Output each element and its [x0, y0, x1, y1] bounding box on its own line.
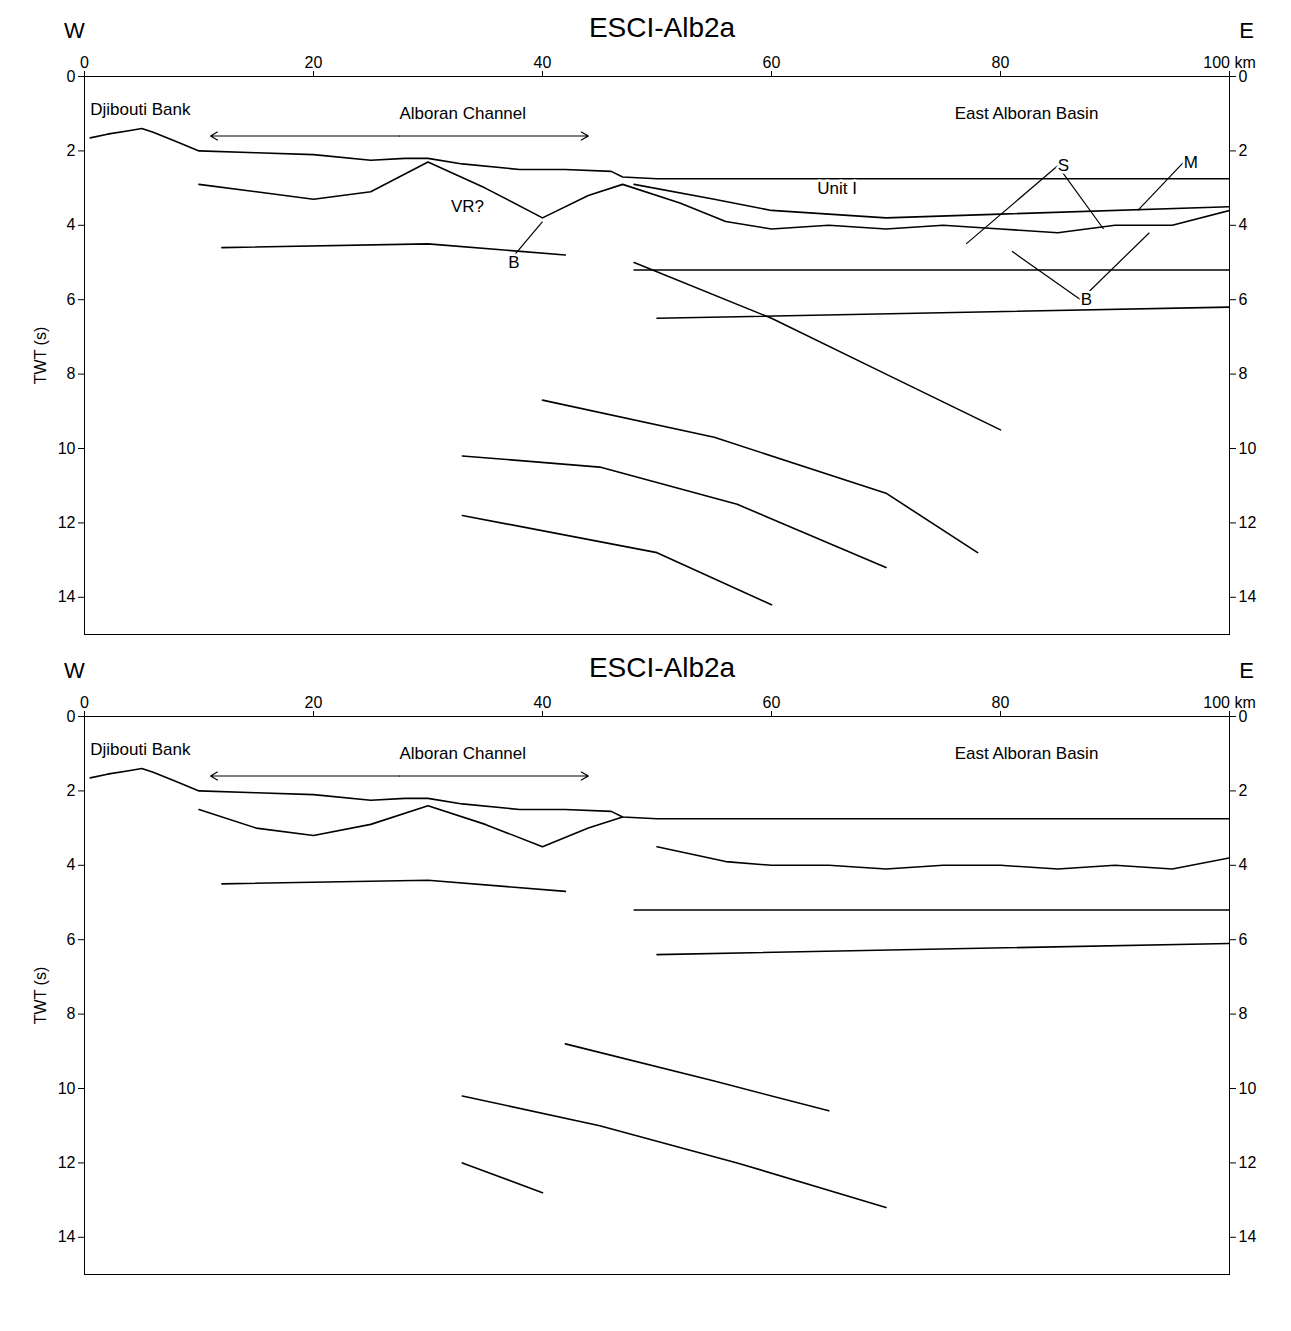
svg-text:0: 0	[1239, 708, 1248, 725]
svg-text:80: 80	[992, 54, 1010, 71]
svg-text:2: 2	[67, 782, 76, 799]
html-text:ESCI-Alb2a: ESCI-Alb2a	[588, 12, 736, 43]
svg-text:12: 12	[58, 1154, 76, 1171]
svg-text:10: 10	[58, 1080, 76, 1097]
svg-text:100 km: 100 km	[1203, 694, 1255, 711]
svg-text:Alboran Channel: Alboran Channel	[399, 744, 526, 763]
svg-text:2: 2	[1239, 142, 1248, 159]
svg-text:B: B	[1081, 290, 1092, 309]
svg-text:10: 10	[1239, 440, 1257, 457]
html-text:E: E	[1239, 658, 1254, 683]
svg-text:VR?: VR?	[451, 197, 484, 216]
svg-text:0: 0	[67, 708, 76, 725]
html-text:ESCI-Alb2a: ESCI-Alb2a	[588, 652, 736, 683]
svg-text:TWT (s): TWT (s)	[32, 967, 49, 1024]
html-text:E: E	[1239, 18, 1254, 43]
svg-text:Djibouti Bank: Djibouti Bank	[90, 100, 191, 119]
svg-text:40: 40	[534, 694, 552, 711]
svg-text:6: 6	[67, 291, 76, 308]
svg-text:0: 0	[80, 54, 89, 71]
svg-text:10: 10	[58, 440, 76, 457]
svg-text:20: 20	[305, 694, 323, 711]
svg-text:6: 6	[1239, 931, 1248, 948]
svg-text:8: 8	[67, 1005, 76, 1022]
svg-text:6: 6	[67, 931, 76, 948]
svg-text:0: 0	[80, 694, 89, 711]
svg-text:East Alboran Basin: East Alboran Basin	[955, 104, 1099, 123]
svg-text:12: 12	[1239, 1154, 1257, 1171]
svg-text:B: B	[508, 253, 519, 272]
svg-text:14: 14	[1239, 1228, 1257, 1245]
svg-text:TWT (s): TWT (s)	[32, 327, 49, 384]
svg-text:80: 80	[992, 694, 1010, 711]
svg-text:Unit I: Unit I	[817, 179, 857, 198]
svg-text:40: 40	[534, 54, 552, 71]
svg-text:14: 14	[58, 1228, 76, 1245]
svg-text:0: 0	[1239, 68, 1248, 85]
html-text:W: W	[64, 658, 85, 683]
svg-text:14: 14	[1239, 588, 1257, 605]
svg-text:M: M	[1184, 153, 1198, 172]
svg-text:20: 20	[305, 54, 323, 71]
html-text:W: W	[64, 18, 85, 43]
svg-text:S: S	[1058, 156, 1069, 175]
svg-text:8: 8	[67, 365, 76, 382]
svg-text:12: 12	[1239, 514, 1257, 531]
svg-text:8: 8	[1239, 1005, 1248, 1022]
svg-text:60: 60	[763, 694, 781, 711]
svg-text:60: 60	[763, 54, 781, 71]
svg-text:6: 6	[1239, 291, 1248, 308]
svg-text:0: 0	[67, 68, 76, 85]
svg-text:East Alboran Basin: East Alboran Basin	[955, 744, 1099, 763]
svg-text:14: 14	[58, 588, 76, 605]
svg-text:4: 4	[67, 856, 76, 873]
svg-text:2: 2	[1239, 782, 1248, 799]
svg-text:100 km: 100 km	[1203, 54, 1255, 71]
svg-text:4: 4	[67, 216, 76, 233]
svg-text:Djibouti Bank: Djibouti Bank	[90, 740, 191, 759]
svg-text:10: 10	[1239, 1080, 1257, 1097]
svg-text:2: 2	[67, 142, 76, 159]
svg-text:Alboran Channel: Alboran Channel	[399, 104, 526, 123]
svg-text:4: 4	[1239, 856, 1248, 873]
svg-text:4: 4	[1239, 216, 1248, 233]
svg-text:12: 12	[58, 514, 76, 531]
svg-text:8: 8	[1239, 365, 1248, 382]
